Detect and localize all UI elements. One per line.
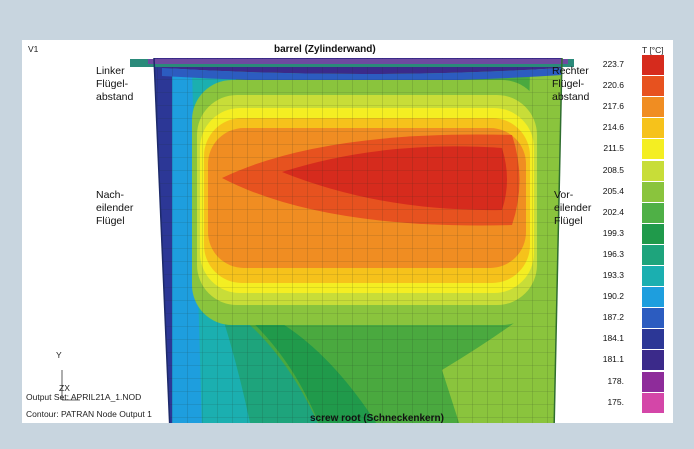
legend-value-label: 223.7 xyxy=(602,59,624,69)
legend-value-label: 187.2 xyxy=(602,312,624,323)
leading-flight-label: Vor- eilender Flügel xyxy=(554,189,592,227)
legend-color-swatch xyxy=(642,55,664,75)
left-flight-clearance-label: Linker Flügel- abstand xyxy=(96,65,134,103)
legend-value-label: 199.3 xyxy=(602,227,624,238)
legend-value-label: 184.1 xyxy=(602,333,624,344)
contour-info-label: Contour: PATRAN Node Output 1 xyxy=(26,409,152,419)
legend-color-swatch xyxy=(642,266,664,286)
legend-color-swatch xyxy=(642,244,664,265)
legend-value-label: 217.6 xyxy=(602,101,624,112)
legend-color-swatch xyxy=(642,139,664,160)
screw-root-label: screw root (Schneckenkern) xyxy=(310,413,444,424)
legend-color-swatch xyxy=(642,97,664,118)
legend-value-label: 211.5 xyxy=(603,143,624,154)
trailing-flight-label: Nach- eilender Flügel xyxy=(96,189,134,227)
legend-color-swatch xyxy=(642,350,664,371)
legend-color-swatch xyxy=(642,202,664,223)
legend-color-swatch xyxy=(642,118,664,139)
axis-y-label: Y xyxy=(56,350,62,360)
legend-color-swatch xyxy=(642,160,664,181)
barrel-inner-strip xyxy=(148,59,568,64)
barrel-label: barrel (Zylinderwand) xyxy=(274,44,376,55)
legend-value-label: 196.3 xyxy=(602,248,624,259)
legend-value-label: 208.5 xyxy=(602,164,624,175)
axis-zx-label: ZX xyxy=(59,383,70,393)
legend-color-swatch xyxy=(642,181,664,202)
viewport-label: V1 xyxy=(28,44,39,54)
legend-value-label: 205.4 xyxy=(602,185,624,196)
legend-color-swatch xyxy=(642,308,664,329)
legend-value-label: 178. xyxy=(607,375,624,386)
legend-color-swatch xyxy=(642,329,664,350)
legend-value-label: 181.1 xyxy=(602,354,624,365)
legend-value-label: 220.6 xyxy=(602,80,624,91)
legend-color-swatch xyxy=(642,76,664,97)
right-flight-clearance-label: Rechter Flügel- abstand xyxy=(552,65,590,103)
legend-color-swatch xyxy=(642,392,664,413)
plot-panel: V1 barrel (Zylinderwand) screw root (Sch… xyxy=(22,40,673,424)
figure-frame: V1 barrel (Zylinderwand) screw root (Sch… xyxy=(14,14,680,435)
legend-value-label: 214.6 xyxy=(602,122,624,133)
legend-value-label: 202.4 xyxy=(602,206,624,217)
legend-color-swatch xyxy=(642,371,664,392)
legend-value-label: 175. xyxy=(607,396,624,407)
legend-title: T [°C] xyxy=(642,45,664,55)
legend-value-label: 190.2 xyxy=(602,291,624,302)
legend-color-swatch xyxy=(642,223,664,244)
contour-field xyxy=(154,58,562,423)
legend-value-label: 193.3 xyxy=(602,270,624,280)
output-set-label: Output Set: APRIL21A_1.NOD xyxy=(26,392,142,402)
temperature-contour-plot xyxy=(61,57,574,423)
legend-color-swatch xyxy=(642,287,664,308)
